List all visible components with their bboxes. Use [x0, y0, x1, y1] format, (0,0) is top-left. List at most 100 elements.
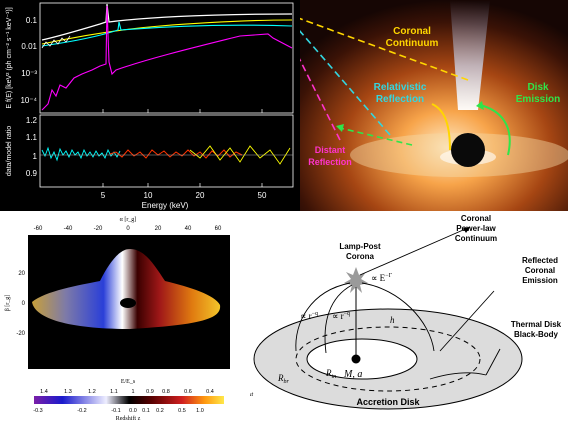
lamppost-line2: Corona — [346, 252, 375, 261]
ratio-series-c — [189, 145, 291, 165]
beta-tick: -20 — [16, 331, 25, 337]
y-top-axis-title: E f(E) [keV² (ph cm⁻² s⁻¹ keV⁻¹)] — [6, 7, 13, 108]
redshift-tick: 0.0 — [129, 408, 137, 414]
relativistic-reflection-line — [41, 21, 293, 47]
energy-tick: 0.9 — [146, 389, 154, 395]
energy-tick: 1.3 — [64, 389, 72, 395]
thermal-ray — [429, 372, 487, 380]
spectrum-ratio-frame — [39, 114, 294, 188]
distant-arrow — [300, 58, 341, 141]
redshift-tick: 1.0 — [196, 408, 204, 414]
disk-arrowhead — [476, 101, 484, 110]
disk-emission-arrow — [479, 104, 511, 156]
beta-tick: 20 — [18, 271, 25, 277]
y-ratio-axis-title: data/model ratio — [6, 126, 13, 176]
redshift-tick: -0.1 — [111, 408, 120, 414]
alpha-tick: -20 — [94, 226, 103, 232]
redshift-image-panel: α [r_g] -60 -40 -20 0 20 40 60 β [r_g] 2… — [0, 211, 250, 422]
y-top-tick: 0.01 — [21, 42, 37, 51]
spectrum-figure: 0.1 0.01 10⁻³ 10⁻⁴ 1.2 1.1 1 0.9 E f(E) … — [6, 2, 294, 210]
reflected-label: Reflected Coronal Emission — [522, 256, 558, 285]
inner-radius-symbol: Rin — [325, 368, 336, 380]
energy-tick: 1 — [131, 389, 134, 395]
beta-ticks: 20 0 -20 — [16, 271, 25, 337]
y-top-tick: 10⁻³ — [21, 69, 37, 78]
redshift-image-figure: α [r_g] -60 -40 -20 0 20 40 60 β [r_g] 2… — [5, 217, 230, 422]
relativistic-arrow — [300, 30, 391, 136]
lamppost-label: Lamp-Post Corona — [339, 242, 381, 261]
colorbar-bottom-label: Redshift z — [116, 415, 141, 422]
x-axis-title: Energy (keV) — [142, 201, 189, 210]
accretion-disk-label: Accretion Disk — [356, 397, 420, 407]
alpha-tick: 0 — [126, 226, 130, 232]
powerlaw-line2: Power-law — [456, 224, 496, 233]
redshift-tick: 0.5 — [178, 408, 186, 414]
disk-redshift-map — [32, 249, 221, 329]
black-hole-shadow — [120, 298, 136, 308]
label-distant-line1: Distant — [315, 145, 346, 155]
redshift-tick: 0.1 — [142, 408, 150, 414]
redshift-tick: -0.2 — [77, 408, 86, 414]
spectrum-panel: 0.1 0.01 10⁻³ 10⁻⁴ 1.2 1.1 1 0.9 E f(E) … — [0, 0, 300, 211]
energy-tick: 1.2 — [88, 389, 96, 395]
black-hole — [451, 133, 485, 167]
powerlaw-ray — [359, 226, 471, 276]
x-tick: 50 — [258, 191, 267, 200]
alpha-axis-label: α [r_g] — [120, 217, 137, 223]
energy-tick: 0.4 — [206, 389, 214, 395]
reflected-line2: Coronal — [525, 266, 555, 275]
y-ratio-tick: 1.2 — [26, 116, 38, 125]
redshift-tick: -0.3 — [33, 408, 42, 414]
coronal-continuum-line — [41, 19, 293, 45]
blackhole-illustration: Coronal Continuum Relativistic Reflectio… — [300, 0, 568, 211]
ray-to-outer-disk — [295, 282, 351, 352]
powerlaw-arrowhead — [463, 227, 470, 233]
energy-tick: 0.8 — [162, 389, 170, 395]
label-coronal-line2: Continuum — [386, 38, 439, 49]
label-distant-line2: Reflection — [308, 157, 352, 167]
x-tick: 5 — [101, 191, 106, 200]
alpha-tick: 20 — [155, 226, 162, 232]
emissivity-inner: ∝ r−q — [332, 311, 350, 321]
colorbar-top-label: E/E_s — [121, 379, 136, 385]
thermal-label: Thermal Disk Black-Body — [511, 320, 562, 339]
distant-reflection-line — [41, 5, 293, 111]
thermal-leader — [485, 348, 501, 376]
label-disk-line1: Disk — [527, 82, 549, 93]
ray-to-inner-disk — [324, 284, 353, 354]
alpha-tick: 60 — [215, 226, 222, 232]
colorbar — [34, 396, 224, 404]
emissivity-outer: ∝ r−q — [300, 311, 318, 321]
alpha-tick: -60 — [34, 226, 43, 232]
reflected-line3: Emission — [522, 276, 558, 285]
y-top-tick: 10⁻⁴ — [20, 96, 37, 105]
thermal-line2: Black-Body — [514, 330, 559, 339]
green-arrowhead — [336, 124, 344, 132]
alpha-tick: 40 — [185, 226, 192, 232]
x-tick: 20 — [196, 191, 205, 200]
reflected-ray — [439, 290, 495, 352]
lamppost-line1: Lamp-Post — [339, 242, 381, 251]
height-symbol: h — [390, 315, 395, 325]
spectrum-top-frame — [39, 2, 294, 114]
energy-scaling: ∝ E−Γ — [371, 273, 393, 283]
alpha-ticks: -60 -40 -20 0 20 40 60 — [34, 226, 222, 232]
x-tick: 10 — [144, 191, 153, 200]
corona-jet — [450, 0, 490, 110]
corona-to-disk-arrow — [431, 103, 451, 151]
lamppost-schematic: Coronal Power-law Continuum Lamp-Post Co… — [239, 211, 568, 422]
y-top-tick: 0.1 — [26, 16, 38, 25]
illustration-figure: Coronal Continuum Relativistic Reflectio… — [300, 0, 568, 211]
colorbar-top-ticks: 1.4 1.3 1.2 1.1 1 0.9 0.8 0.6 0.4 — [40, 389, 214, 395]
powerlaw-line3: Continuum — [455, 234, 497, 243]
powerlaw-label: Coronal Power-law Continuum — [455, 214, 497, 243]
beta-axis-label: β [r_g] — [5, 295, 11, 312]
break-radius-ring — [295, 326, 481, 392]
beta-tick: 0 — [22, 301, 26, 307]
reflected-line1: Reflected — [522, 256, 558, 265]
label-coronal-line1: Coronal — [393, 26, 431, 37]
y-ratio-tick: 1 — [33, 152, 38, 161]
y-ratio-tick: 1.1 — [26, 133, 38, 142]
thermal-line1: Thermal Disk — [511, 320, 562, 329]
redshift-tick: 0.2 — [156, 408, 164, 414]
